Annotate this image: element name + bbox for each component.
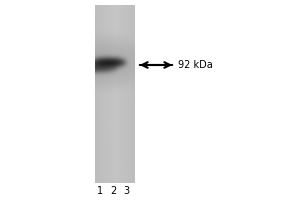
Text: 1: 1 (97, 186, 103, 196)
Text: 92 kDa: 92 kDa (178, 60, 213, 70)
Text: 3: 3 (123, 186, 129, 196)
Text: 2: 2 (110, 186, 116, 196)
